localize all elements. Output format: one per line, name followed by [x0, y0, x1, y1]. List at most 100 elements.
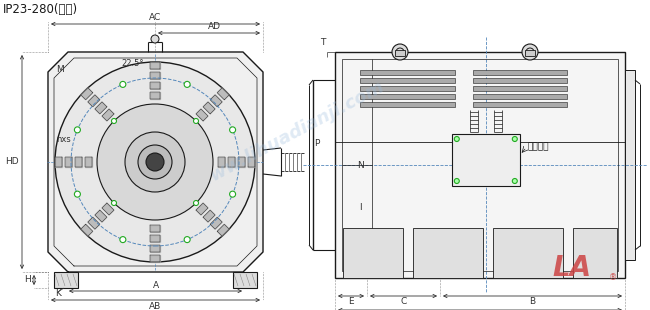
Polygon shape	[102, 109, 114, 121]
Text: LA: LA	[552, 254, 592, 282]
Bar	[395, 50, 405, 56]
Circle shape	[522, 44, 538, 60]
Bar	[625, 70, 635, 260]
Text: 22.5°: 22.5°	[122, 60, 144, 69]
Polygon shape	[203, 210, 215, 222]
Bar	[452, 134, 520, 186]
Circle shape	[120, 82, 126, 87]
Polygon shape	[150, 62, 160, 69]
Circle shape	[120, 237, 126, 243]
Polygon shape	[150, 92, 160, 99]
Polygon shape	[203, 102, 215, 114]
Circle shape	[55, 62, 255, 262]
Bar	[473, 70, 567, 75]
Circle shape	[74, 127, 81, 133]
Polygon shape	[65, 157, 72, 167]
Polygon shape	[150, 225, 160, 232]
Bar	[360, 78, 455, 83]
Polygon shape	[150, 255, 160, 262]
Text: AC: AC	[150, 13, 162, 22]
Circle shape	[97, 104, 213, 220]
Polygon shape	[75, 157, 82, 167]
Bar	[493, 228, 563, 278]
Circle shape	[194, 201, 198, 206]
Bar	[473, 86, 567, 91]
Text: A: A	[153, 281, 159, 290]
Bar	[54, 272, 78, 288]
Polygon shape	[85, 157, 92, 167]
Circle shape	[184, 237, 190, 243]
Polygon shape	[95, 210, 107, 222]
Polygon shape	[196, 109, 208, 121]
Text: B: B	[530, 297, 536, 306]
Text: P: P	[315, 139, 320, 148]
Bar	[473, 102, 567, 107]
Text: AB: AB	[150, 302, 162, 310]
Circle shape	[512, 136, 517, 141]
Polygon shape	[88, 95, 100, 107]
Text: 护套接头: 护套接头	[528, 143, 549, 152]
Text: I: I	[359, 202, 361, 211]
Bar	[360, 94, 455, 99]
Polygon shape	[102, 203, 114, 215]
Polygon shape	[81, 224, 93, 236]
Text: H: H	[24, 276, 31, 285]
Text: T: T	[320, 38, 326, 47]
Circle shape	[194, 118, 198, 123]
Polygon shape	[150, 82, 160, 89]
Polygon shape	[210, 217, 222, 229]
Circle shape	[184, 82, 190, 87]
Polygon shape	[217, 88, 229, 100]
Polygon shape	[150, 235, 160, 242]
Polygon shape	[55, 157, 62, 167]
Polygon shape	[81, 88, 93, 100]
Bar	[473, 78, 567, 83]
Text: HD: HD	[5, 157, 19, 166]
Text: ®: ®	[609, 273, 617, 282]
Circle shape	[146, 153, 164, 171]
Bar	[360, 70, 455, 75]
Bar	[473, 94, 567, 99]
Circle shape	[454, 179, 460, 184]
Circle shape	[138, 145, 172, 179]
Polygon shape	[248, 157, 255, 167]
Polygon shape	[228, 157, 235, 167]
Text: N: N	[357, 161, 363, 170]
Polygon shape	[95, 102, 107, 114]
Text: C: C	[400, 297, 407, 306]
Text: E: E	[348, 297, 354, 306]
Text: M: M	[56, 65, 64, 74]
Circle shape	[74, 191, 81, 197]
Text: AD: AD	[207, 22, 220, 31]
Bar	[573, 228, 617, 278]
Bar	[525, 50, 535, 56]
Polygon shape	[150, 245, 160, 252]
Polygon shape	[48, 52, 263, 272]
Polygon shape	[150, 72, 160, 79]
Circle shape	[125, 132, 185, 192]
Circle shape	[112, 118, 116, 123]
Polygon shape	[218, 157, 225, 167]
Polygon shape	[238, 157, 245, 167]
Circle shape	[151, 35, 159, 43]
Circle shape	[512, 179, 517, 184]
Bar	[233, 272, 257, 288]
Text: K: K	[55, 290, 61, 299]
Circle shape	[229, 127, 235, 133]
Bar	[413, 228, 483, 278]
Text: nxs: nxs	[56, 135, 71, 144]
Bar	[342, 59, 618, 271]
Polygon shape	[217, 224, 229, 236]
Circle shape	[229, 191, 235, 197]
Bar	[343, 228, 403, 278]
Circle shape	[112, 201, 116, 206]
Bar	[360, 86, 455, 91]
Polygon shape	[210, 95, 222, 107]
Bar	[360, 102, 455, 107]
Polygon shape	[88, 217, 100, 229]
Circle shape	[392, 44, 408, 60]
Bar	[335, 52, 625, 278]
Polygon shape	[196, 203, 208, 215]
Circle shape	[454, 136, 460, 141]
Text: IP23-280(方形): IP23-280(方形)	[3, 3, 78, 16]
